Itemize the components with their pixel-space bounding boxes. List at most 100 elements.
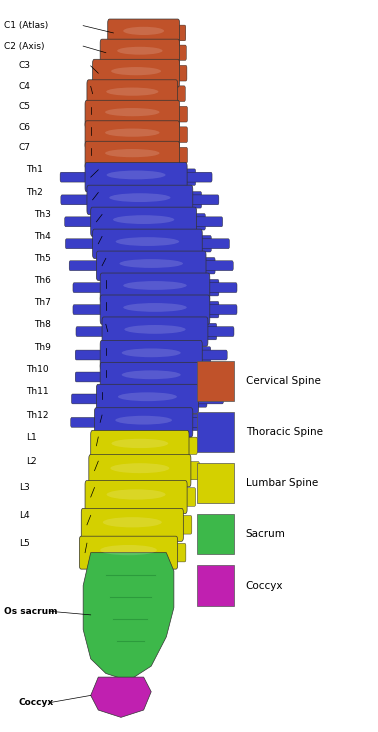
FancyBboxPatch shape (85, 121, 180, 149)
FancyBboxPatch shape (172, 147, 187, 163)
Ellipse shape (105, 149, 160, 157)
Text: Coccyx: Coccyx (19, 698, 54, 707)
FancyBboxPatch shape (81, 509, 183, 542)
Text: Th7: Th7 (34, 298, 51, 307)
Ellipse shape (107, 171, 166, 179)
Ellipse shape (111, 67, 161, 75)
FancyBboxPatch shape (195, 350, 227, 360)
FancyBboxPatch shape (195, 239, 229, 249)
Text: C6: C6 (19, 123, 31, 132)
FancyBboxPatch shape (172, 65, 187, 81)
FancyBboxPatch shape (199, 261, 233, 271)
Ellipse shape (105, 108, 160, 116)
FancyBboxPatch shape (190, 391, 207, 407)
FancyBboxPatch shape (178, 488, 196, 507)
FancyBboxPatch shape (172, 106, 187, 122)
Text: Coccyx: Coccyx (246, 580, 283, 591)
FancyBboxPatch shape (87, 80, 178, 108)
Text: C3: C3 (19, 61, 31, 70)
Ellipse shape (115, 416, 172, 425)
Polygon shape (83, 553, 174, 681)
Text: Th12: Th12 (26, 411, 49, 419)
Text: Th5: Th5 (34, 254, 51, 263)
Text: Sacrum: Sacrum (246, 529, 285, 539)
FancyBboxPatch shape (93, 59, 180, 87)
FancyBboxPatch shape (65, 239, 99, 249)
Text: Lumbar Spine: Lumbar Spine (246, 478, 318, 488)
Text: L4: L4 (19, 511, 29, 520)
FancyBboxPatch shape (197, 463, 234, 504)
FancyBboxPatch shape (94, 408, 193, 437)
Text: C2 (Axis): C2 (Axis) (4, 42, 44, 51)
FancyBboxPatch shape (180, 172, 212, 182)
FancyBboxPatch shape (190, 217, 223, 227)
FancyBboxPatch shape (91, 207, 197, 236)
Ellipse shape (110, 463, 169, 473)
FancyBboxPatch shape (69, 261, 103, 271)
Text: Cervical Spine: Cervical Spine (246, 376, 321, 386)
FancyBboxPatch shape (100, 273, 210, 302)
Text: Th8: Th8 (34, 320, 51, 329)
FancyBboxPatch shape (184, 192, 201, 208)
FancyBboxPatch shape (89, 455, 191, 487)
FancyBboxPatch shape (186, 417, 217, 427)
FancyBboxPatch shape (192, 394, 223, 404)
FancyBboxPatch shape (61, 195, 94, 205)
Ellipse shape (113, 215, 174, 224)
Ellipse shape (122, 348, 181, 357)
FancyBboxPatch shape (203, 283, 237, 293)
FancyBboxPatch shape (195, 372, 227, 382)
FancyBboxPatch shape (100, 340, 202, 370)
FancyBboxPatch shape (85, 141, 180, 169)
FancyBboxPatch shape (203, 305, 237, 315)
Ellipse shape (123, 281, 187, 290)
FancyBboxPatch shape (60, 172, 92, 182)
FancyBboxPatch shape (175, 515, 192, 534)
Text: Th2: Th2 (26, 188, 43, 197)
FancyBboxPatch shape (96, 384, 198, 414)
Ellipse shape (107, 489, 166, 499)
Ellipse shape (117, 47, 163, 55)
FancyBboxPatch shape (173, 25, 186, 41)
FancyBboxPatch shape (182, 462, 200, 479)
FancyBboxPatch shape (75, 350, 107, 360)
Ellipse shape (103, 517, 162, 527)
FancyBboxPatch shape (197, 411, 234, 452)
FancyBboxPatch shape (71, 417, 101, 427)
FancyBboxPatch shape (100, 39, 180, 67)
FancyBboxPatch shape (197, 361, 234, 401)
FancyBboxPatch shape (93, 229, 202, 258)
FancyBboxPatch shape (91, 430, 189, 461)
FancyBboxPatch shape (100, 362, 202, 392)
Text: Th1: Th1 (26, 165, 43, 174)
Ellipse shape (123, 303, 187, 312)
FancyBboxPatch shape (87, 185, 193, 214)
FancyBboxPatch shape (193, 236, 211, 252)
FancyBboxPatch shape (100, 295, 210, 324)
Text: C4: C4 (19, 82, 31, 91)
Text: Th4: Th4 (34, 232, 51, 241)
Ellipse shape (119, 259, 183, 268)
FancyBboxPatch shape (75, 372, 107, 382)
FancyBboxPatch shape (186, 195, 219, 205)
FancyBboxPatch shape (194, 347, 211, 363)
Text: Th10: Th10 (26, 365, 49, 374)
Text: C1 (Atlas): C1 (Atlas) (4, 21, 48, 30)
FancyBboxPatch shape (197, 514, 234, 555)
FancyBboxPatch shape (199, 324, 217, 340)
Ellipse shape (109, 193, 170, 202)
FancyBboxPatch shape (85, 100, 180, 128)
Ellipse shape (116, 237, 179, 246)
FancyBboxPatch shape (169, 543, 186, 562)
FancyBboxPatch shape (197, 258, 215, 274)
FancyBboxPatch shape (201, 326, 234, 337)
FancyBboxPatch shape (85, 481, 187, 514)
Polygon shape (91, 677, 151, 717)
Text: L1: L1 (26, 433, 37, 441)
Ellipse shape (106, 88, 158, 96)
Ellipse shape (112, 438, 168, 448)
FancyBboxPatch shape (181, 437, 197, 455)
Text: Th6: Th6 (34, 276, 51, 285)
FancyBboxPatch shape (76, 326, 109, 337)
FancyBboxPatch shape (178, 169, 196, 185)
